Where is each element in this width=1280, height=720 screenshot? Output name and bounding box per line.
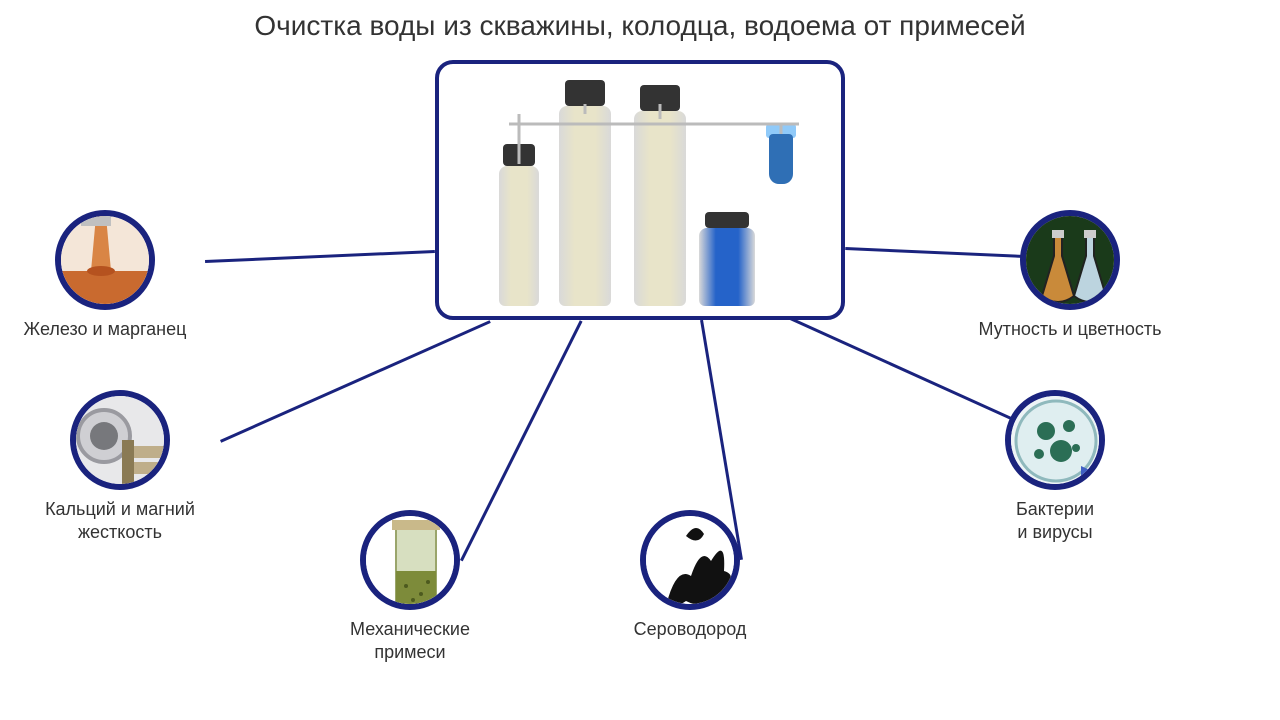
node-hydrogen-sulfide: Сероводород xyxy=(590,510,790,641)
flasks-icon xyxy=(1020,210,1120,310)
black-smoke-icon xyxy=(640,510,740,610)
node-bacteria-viruses: Бактерии и вирусы xyxy=(955,390,1155,543)
filter-system-illustration xyxy=(439,64,841,316)
node-label: Бактерии и вирусы xyxy=(955,498,1155,543)
node-label: Сероводород xyxy=(590,618,790,641)
connector-line xyxy=(220,320,491,443)
sediment-jar-icon xyxy=(360,510,460,610)
central-filter-box xyxy=(435,60,845,320)
node-label: Мутность и цветность xyxy=(970,318,1170,341)
page-title: Очистка воды из скважины, колодца, водое… xyxy=(0,10,1280,42)
node-label: Кальций и магний жесткость xyxy=(20,498,220,543)
node-label: Механические примеси xyxy=(310,618,510,663)
limescale-icon xyxy=(70,390,170,490)
connector-line xyxy=(205,250,435,263)
node-iron-manganese: Железо и марганец xyxy=(5,210,205,341)
node-turbidity-color: Мутность и цветность xyxy=(970,210,1170,341)
rust-water-icon xyxy=(55,210,155,310)
petri-dish-icon xyxy=(1005,390,1105,490)
piping-icon xyxy=(439,64,845,320)
node-mechanical: Механические примеси xyxy=(310,510,510,663)
node-label: Железо и марганец xyxy=(5,318,205,341)
node-calcium-magnesium: Кальций и магний жесткость xyxy=(20,390,220,543)
